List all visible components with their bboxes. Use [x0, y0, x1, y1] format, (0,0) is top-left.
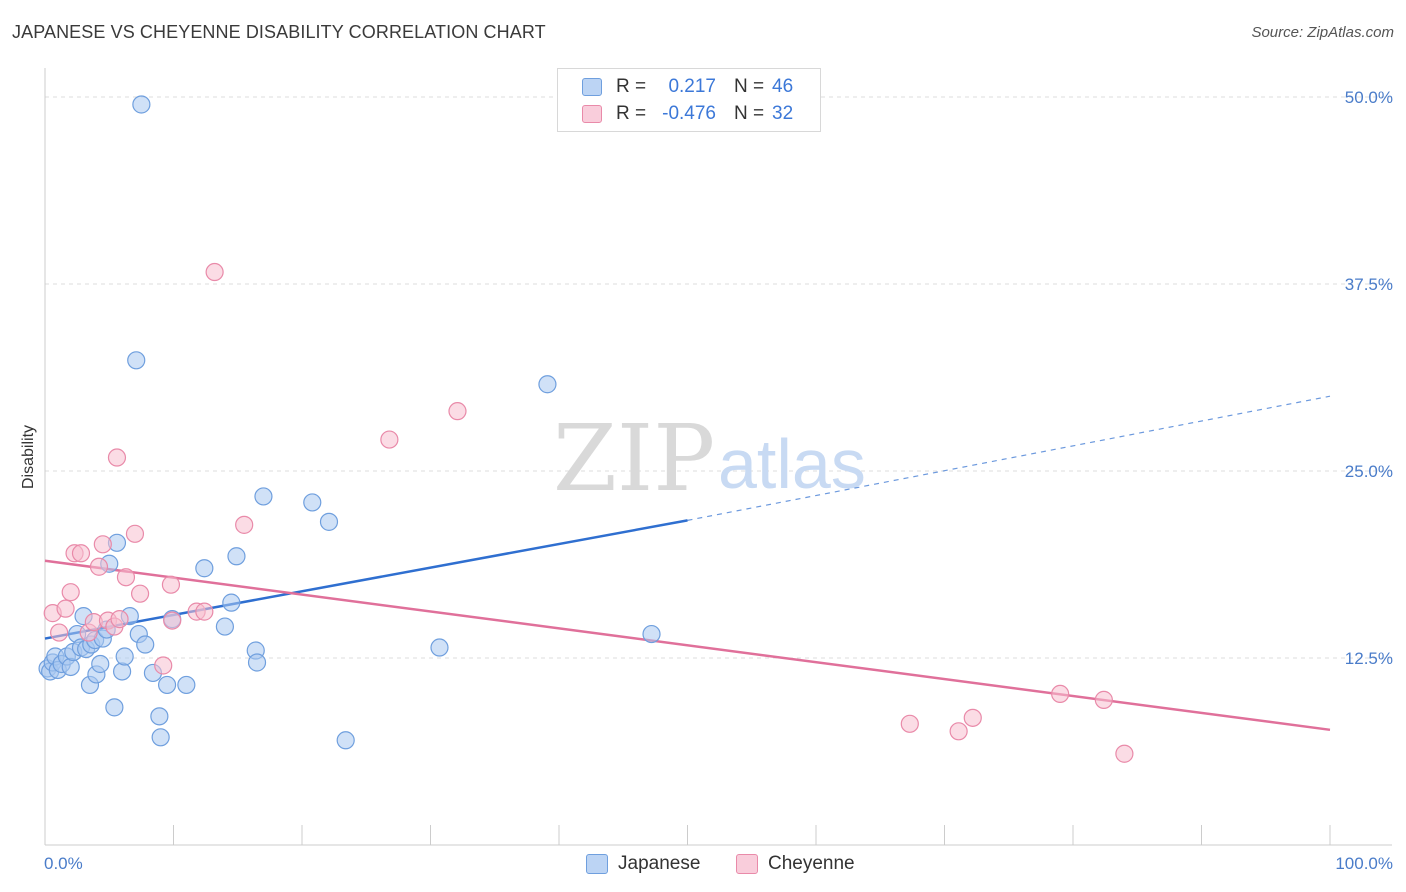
point-japanese: [222, 593, 241, 612]
point-cheyenne: [448, 402, 467, 421]
grid-lines: [45, 96, 1392, 659]
y-tick-label: 25.0%: [1345, 462, 1393, 481]
point-cheyenne: [1115, 744, 1134, 763]
point-japanese: [132, 95, 151, 114]
legend-row-cheyenne: R = -0.476 N = 32: [558, 101, 820, 127]
legend-row-japanese: R = 0.217 N = 46: [558, 74, 820, 100]
point-japanese: [91, 654, 110, 674]
legend-n-label: N =: [734, 76, 765, 97]
point-japanese: [430, 638, 449, 657]
x-tick-label: 0.0%: [44, 854, 83, 873]
series-legend: Japanese Cheyenne: [0, 852, 1406, 878]
point-japanese: [254, 487, 273, 506]
point-japanese: [157, 675, 177, 695]
point-cheyenne: [1051, 684, 1070, 704]
trend-line-cheyenne: [44, 559, 1331, 732]
point-cheyenne: [116, 568, 136, 587]
trend-lines: [44, 395, 1331, 732]
point-cheyenne: [949, 722, 968, 741]
data-points: [38, 95, 1134, 763]
point-japanese: [150, 707, 169, 726]
point-cheyenne: [161, 575, 181, 594]
point-japanese: [115, 647, 134, 666]
y-tick-label: 12.5%: [1345, 649, 1393, 668]
legend-r-label: R =: [616, 103, 647, 124]
source-label: Source: ZipAtlas.com: [1251, 24, 1394, 41]
point-cheyenne: [71, 544, 91, 563]
point-cheyenne: [195, 602, 214, 621]
point-cheyenne: [130, 584, 150, 603]
legend-n-value: 32: [772, 103, 794, 124]
point-cheyenne: [89, 557, 109, 576]
point-cheyenne: [56, 599, 75, 618]
stats-legend: R = 0.217 N = 46 R = -0.476 N = 32: [557, 68, 821, 132]
series-swatch-japanese: [586, 854, 608, 874]
point-japanese: [319, 512, 339, 531]
x-tick-label: 100.0%: [1335, 854, 1393, 873]
point-cheyenne: [107, 448, 127, 467]
legend-r-label: R =: [616, 76, 647, 97]
point-cheyenne: [50, 623, 69, 642]
point-japanese: [538, 375, 557, 394]
watermark: ZIP atlas: [553, 405, 866, 512]
point-japanese: [303, 493, 322, 512]
legend-r-value: 0.217: [668, 76, 716, 97]
series-label-japanese: Japanese: [618, 853, 701, 874]
y-axis-label: Disability: [20, 425, 37, 489]
y-tick-label: 50.0%: [1345, 88, 1393, 107]
point-cheyenne: [380, 430, 399, 449]
point-cheyenne: [235, 515, 254, 534]
watermark-zip: ZIP: [553, 405, 715, 512]
point-japanese: [336, 731, 355, 750]
series-swatch-cheyenne: [736, 854, 758, 874]
legend-r-value: -0.476: [662, 103, 716, 124]
point-cheyenne: [205, 262, 224, 282]
legend-swatch-japanese: [582, 78, 602, 96]
point-japanese: [195, 559, 214, 578]
point-japanese: [151, 728, 170, 747]
legend-n-value: 46: [772, 76, 794, 97]
point-cheyenne: [154, 656, 173, 675]
point-japanese: [227, 547, 246, 566]
point-cheyenne: [125, 524, 145, 543]
point-japanese: [105, 698, 124, 717]
point-japanese: [177, 675, 196, 695]
chart-title: JAPANESE VS CHEYENNE DISABILITY CORRELAT…: [12, 22, 546, 42]
point-cheyenne: [900, 714, 919, 733]
point-cheyenne: [110, 610, 129, 629]
point-cheyenne: [61, 583, 80, 602]
legend-n-label: N =: [734, 103, 765, 124]
axes: [44, 68, 1392, 846]
point-japanese: [136, 635, 155, 654]
trend-line-japanese: [44, 519, 688, 640]
point-japanese: [215, 617, 234, 636]
tick-labels: 12.5% 25.0% 37.5% 50.0% 0.0% 100.0%: [44, 88, 1393, 873]
point-japanese: [127, 351, 146, 370]
point-japanese: [112, 662, 132, 681]
watermark-atlas: atlas: [718, 425, 866, 503]
y-tick-label: 37.5%: [1345, 275, 1393, 294]
point-cheyenne: [1094, 690, 1113, 709]
point-japanese: [642, 624, 661, 644]
point-cheyenne: [93, 535, 112, 554]
point-cheyenne: [163, 611, 182, 630]
legend-swatch-cheyenne: [582, 105, 602, 123]
point-cheyenne: [963, 708, 982, 727]
point-japanese: [61, 657, 80, 677]
point-japanese: [247, 653, 267, 672]
series-label-cheyenne: Cheyenne: [768, 853, 855, 874]
